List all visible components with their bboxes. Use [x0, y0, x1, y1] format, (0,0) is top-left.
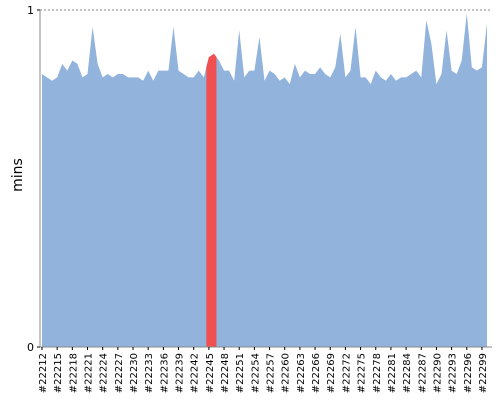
x-tick-label: #22257: [266, 353, 277, 393]
x-tick-label: #22293: [448, 353, 459, 393]
y-tick-label: 1: [27, 4, 34, 17]
x-tick-label: #22269: [326, 353, 337, 393]
x-tick-label: #22218: [68, 353, 79, 393]
x-tick-label: #22254: [250, 353, 261, 393]
x-tick-label: #22212: [38, 353, 49, 393]
x-tick-label: #22227: [114, 353, 125, 393]
x-tick-label: #22248: [220, 353, 231, 393]
x-tick-label: #22236: [159, 353, 170, 393]
highlight-area: [206, 53, 217, 348]
x-tick-label: #22281: [387, 353, 398, 393]
x-tick-label: #22296: [463, 353, 474, 393]
x-tick-label: #22230: [129, 353, 140, 393]
x-tick-label: #22245: [205, 353, 216, 393]
x-tick-label: #22215: [53, 353, 64, 393]
x-tick-label: #22242: [190, 353, 201, 393]
x-tick-label: #22290: [432, 353, 443, 393]
x-tick-label: #22278: [372, 353, 383, 393]
y-tick-label: 0: [27, 341, 34, 354]
x-tick-label: #22266: [311, 353, 322, 393]
x-tick-label: #22251: [235, 353, 246, 393]
x-tick-label: #22239: [175, 353, 186, 393]
x-tick-label: #22221: [84, 353, 95, 393]
x-tick-label: #22299: [478, 353, 489, 393]
x-tick-label: #22272: [341, 353, 352, 393]
area: [42, 13, 487, 348]
x-tick-label: #22260: [281, 353, 292, 393]
x-tick-label: #22263: [296, 353, 307, 393]
x-tick-label: #22284: [402, 353, 413, 393]
x-tick-label: #22224: [99, 353, 110, 393]
y-axis-label: mins: [10, 158, 26, 192]
x-tick-label: #22287: [417, 353, 428, 393]
x-tick-label: #22233: [144, 353, 155, 393]
x-tick-label: #22275: [357, 353, 368, 393]
